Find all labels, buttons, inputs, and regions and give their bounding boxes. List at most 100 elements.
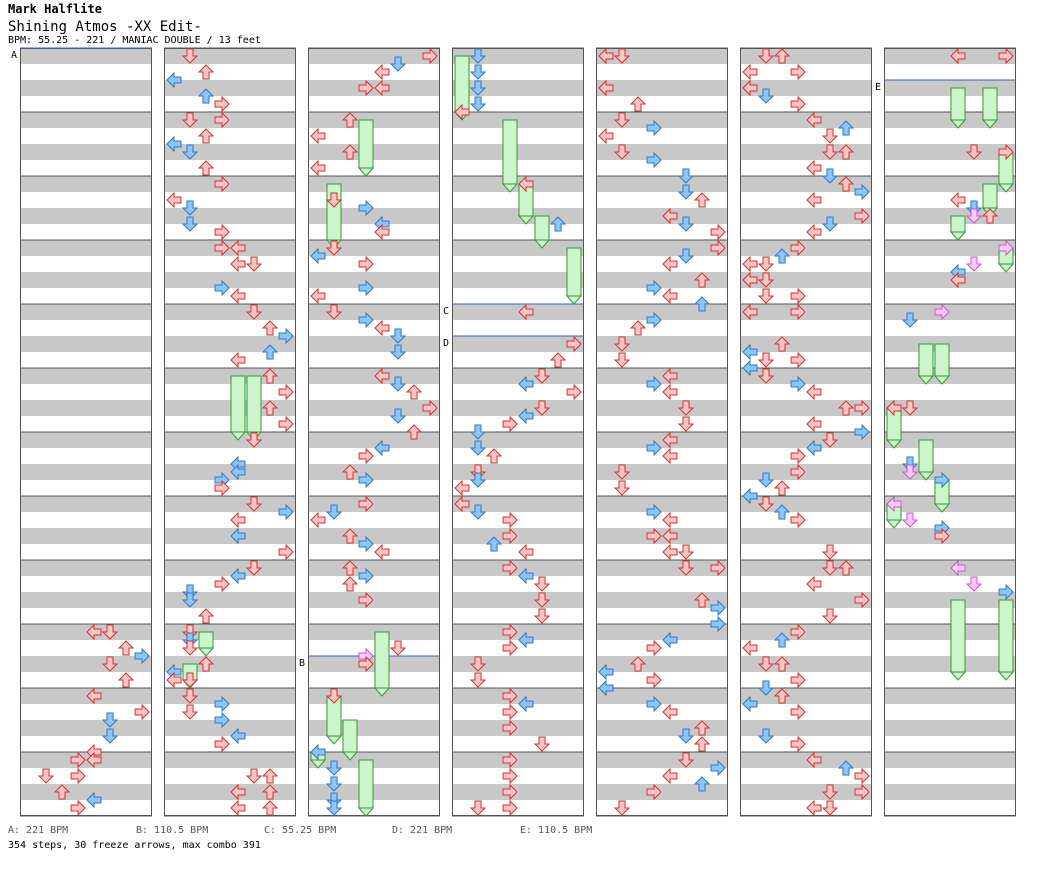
step-arrow (837, 400, 855, 416)
step-arrow (518, 175, 534, 193)
beat-stripe (596, 624, 728, 640)
step-arrow (261, 368, 279, 384)
step-arrow (742, 303, 758, 321)
beat-stripe (884, 400, 1016, 416)
step-arrow (181, 672, 199, 688)
step-arrow (214, 711, 230, 729)
beat-stripe (596, 464, 728, 480)
freeze-arrow-tail (341, 751, 359, 761)
beat-stripe (308, 592, 440, 608)
freeze-arrow-body (230, 375, 246, 433)
step-arrow (358, 79, 374, 97)
beat-stripe (164, 208, 296, 224)
step-arrow (629, 656, 647, 672)
beat-stripe (884, 688, 1016, 704)
freeze-arrow-tail (981, 119, 999, 129)
beat-stripe (596, 752, 728, 768)
beat-stripe (596, 592, 728, 608)
step-arrow (854, 767, 870, 785)
beat-stripe (452, 144, 584, 160)
step-arrow (214, 111, 230, 129)
freeze-arrow-tail (517, 215, 535, 225)
step-arrow (710, 615, 726, 633)
step-arrow (181, 688, 199, 704)
beat-stripe (884, 272, 1016, 288)
step-arrow (742, 79, 758, 97)
beat-stripe (308, 432, 440, 448)
step-arrow (166, 191, 182, 209)
beat-stripe (740, 528, 872, 544)
step-arrow (693, 720, 711, 736)
step-arrow (278, 543, 294, 561)
step-arrow (389, 56, 407, 72)
beat-stripe (740, 464, 872, 480)
step-arrow (134, 703, 150, 721)
freeze-arrow-body (374, 631, 390, 689)
beat-stripe (884, 144, 1016, 160)
step-arrow (325, 776, 343, 792)
beat-stripe (884, 592, 1016, 608)
freeze-arrow-tail (949, 671, 967, 681)
step-arrow (613, 352, 631, 368)
step-arrow (214, 479, 230, 497)
step-arrow (886, 399, 902, 417)
bpm-marker-label: B (299, 658, 305, 669)
beat-stripe (884, 784, 1016, 800)
step-arrow (677, 728, 695, 744)
beat-stripe (884, 432, 1016, 448)
step-arrow (181, 640, 199, 656)
step-arrow (374, 223, 390, 241)
step-arrow (613, 112, 631, 128)
step-arrow (757, 48, 775, 64)
beat-stripe (452, 720, 584, 736)
step-arrow (341, 528, 359, 544)
beat-stripe (740, 560, 872, 576)
beat-stripe (164, 688, 296, 704)
column-border (740, 48, 872, 816)
beat-stripe (452, 752, 584, 768)
step-arrow (261, 400, 279, 416)
step-arrow (197, 656, 215, 672)
step-arrow (214, 239, 230, 257)
beat-stripe (164, 496, 296, 512)
step-arrow (662, 367, 678, 385)
step-arrow (469, 504, 487, 520)
beat-stripe (740, 272, 872, 288)
beat-stripe (884, 240, 1016, 256)
step-arrow (341, 464, 359, 480)
step-arrow (662, 511, 678, 529)
step-arrow (790, 63, 806, 81)
beat-stripe (596, 560, 728, 576)
step-arrow (677, 400, 695, 416)
step-arrow (742, 255, 758, 273)
freeze-arrow-tail (917, 471, 935, 481)
step-arrow (485, 536, 503, 552)
step-arrow (742, 487, 758, 505)
step-arrow (469, 64, 487, 80)
step-arrow (710, 239, 726, 257)
beat-stripe (884, 720, 1016, 736)
step-arrow (502, 799, 518, 817)
step-arrow (245, 768, 263, 784)
beat-stripe (20, 432, 152, 448)
step-arrow (854, 591, 870, 609)
step-arrow (821, 216, 839, 232)
beat-stripe (740, 400, 872, 416)
freeze-arrow-tail (501, 183, 519, 193)
step-arrow (518, 631, 534, 649)
step-arrow (757, 288, 775, 304)
step-arrow (854, 423, 870, 441)
step-arrow (86, 687, 102, 705)
step-arrow (214, 175, 230, 193)
step-arrow (422, 399, 438, 417)
freeze-arrow-body (342, 719, 358, 753)
step-arrow (518, 303, 534, 321)
step-arrow (533, 400, 551, 416)
step-arrow (245, 496, 263, 512)
step-arrow (70, 751, 86, 769)
step-arrow (854, 207, 870, 225)
step-arrow (181, 200, 199, 216)
beat-stripe (164, 336, 296, 352)
step-arrow (261, 344, 279, 360)
beat-stripe (164, 752, 296, 768)
